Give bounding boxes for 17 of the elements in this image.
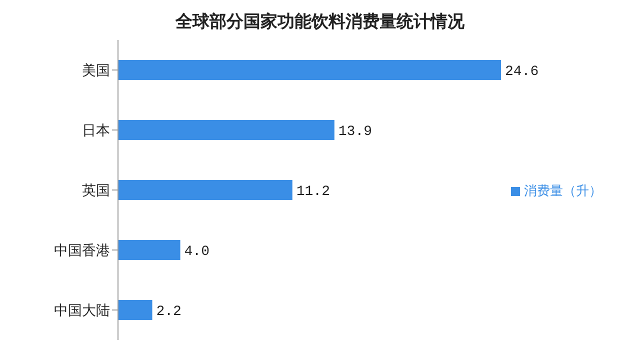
y-tick-label: 中国大陆 bbox=[54, 302, 110, 318]
data-label: 2.2 bbox=[156, 304, 182, 320]
data-label: 11.2 bbox=[296, 184, 330, 200]
bar bbox=[118, 180, 292, 200]
bar bbox=[118, 120, 334, 140]
chart-title: 全球部分国家功能饮料消费量统计情况 bbox=[174, 11, 466, 33]
y-tick-label: 中国香港 bbox=[54, 242, 110, 258]
bar bbox=[118, 240, 180, 260]
data-label: 24.6 bbox=[505, 64, 539, 80]
bar bbox=[118, 300, 152, 320]
legend-label: 消费量（升） bbox=[524, 183, 602, 198]
data-label: 13.9 bbox=[338, 124, 372, 140]
y-tick-label: 日本 bbox=[82, 122, 110, 138]
y-tick-label: 美国 bbox=[82, 62, 110, 78]
bar bbox=[118, 60, 501, 80]
y-tick-label: 英国 bbox=[82, 182, 110, 198]
data-label: 4.0 bbox=[184, 244, 210, 260]
